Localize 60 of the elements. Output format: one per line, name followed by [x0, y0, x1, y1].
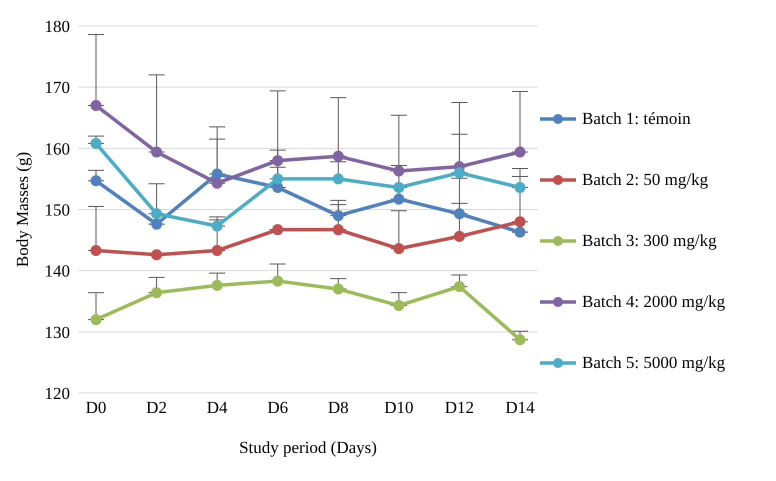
x-tick-label: D8 — [328, 398, 349, 418]
point — [151, 218, 162, 230]
point — [514, 182, 526, 193]
point — [272, 224, 284, 236]
point — [332, 210, 344, 222]
point — [90, 314, 102, 326]
x-tick-label: D14 — [505, 398, 536, 418]
point — [212, 244, 223, 256]
point — [514, 226, 526, 238]
point — [393, 194, 404, 205]
point — [454, 230, 465, 242]
y-tick-label: 130 — [44, 322, 70, 342]
point — [393, 300, 404, 312]
y-axis-title: Body Masses (g) — [13, 152, 32, 268]
point — [212, 168, 223, 180]
point — [272, 155, 284, 166]
point — [212, 280, 223, 291]
point — [514, 146, 526, 158]
legend-label: Batch 2: 50 mg/kg — [582, 170, 708, 190]
x-tick-label: D0 — [86, 398, 106, 418]
x-tick-label: D4 — [206, 398, 228, 418]
legend-label: Batch 4: 2000 mg/kg — [582, 292, 726, 312]
point — [272, 173, 284, 184]
point — [393, 243, 404, 254]
y-tick-label: 180 — [44, 17, 70, 36]
x-tick-label: D2 — [146, 398, 167, 418]
point — [332, 150, 344, 162]
point — [332, 224, 344, 236]
y-tick-label: 120 — [44, 384, 70, 404]
y-tick-label: 160 — [44, 139, 70, 158]
point — [151, 146, 162, 158]
point — [393, 165, 404, 176]
point — [90, 138, 102, 149]
point — [151, 249, 162, 260]
point — [90, 100, 102, 112]
point — [272, 276, 284, 287]
point — [212, 178, 223, 189]
point — [393, 182, 404, 193]
point — [90, 175, 102, 186]
point — [332, 173, 344, 184]
point — [454, 208, 465, 220]
legend-label: Batch 5: 5000 mg/kg — [582, 352, 726, 372]
point — [151, 208, 162, 220]
legend-label: Batch 1: témoin — [582, 108, 691, 128]
point — [454, 281, 465, 292]
point — [514, 216, 526, 228]
point — [454, 167, 465, 178]
x-tick-label: D6 — [267, 398, 288, 418]
legend-label: Batch 3: 300 mg/kg — [582, 230, 717, 250]
x-tick-label: D10 — [384, 398, 414, 418]
point — [212, 220, 223, 232]
x-axis-title: Study period (Days) — [239, 438, 377, 457]
y-tick-label: 150 — [44, 200, 70, 220]
point — [514, 334, 526, 346]
y-tick-label: 170 — [44, 78, 70, 98]
x-tick-label: D12 — [444, 398, 474, 418]
point — [332, 284, 344, 295]
point — [151, 287, 162, 298]
point — [90, 244, 102, 256]
y-tick-label: 140 — [44, 262, 70, 281]
